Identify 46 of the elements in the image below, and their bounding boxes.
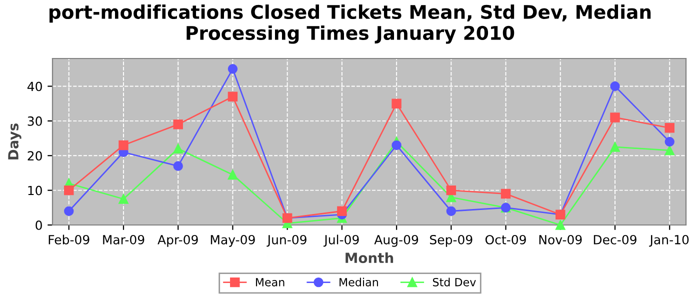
point (446, 206, 456, 216)
chart-title: port-modifications Closed Tickets Mean, Std Dev, Median Processing Times January 2010 (50, 4, 651, 44)
point (173, 120, 183, 130)
y-axis-title: Days (8, 124, 22, 160)
x-tick-label: Nov-09 (539, 234, 582, 244)
point (228, 64, 238, 74)
point (173, 144, 183, 154)
point (664, 146, 674, 156)
x-tick-label: May-09 (210, 234, 255, 247)
point (610, 81, 620, 92)
x-tick-label: Jun-09 (266, 234, 306, 247)
x-tick-label: Jan-10 (649, 234, 689, 247)
x-tick-label: Apr-09 (158, 234, 198, 247)
point (118, 140, 128, 150)
x-tick-label: Jul-09 (324, 234, 359, 247)
legend-label: Mean (256, 278, 284, 286)
point (173, 161, 183, 171)
y-tick-label: 10 (28, 186, 42, 196)
point (392, 140, 402, 150)
legend-label: Median (340, 278, 378, 286)
point (118, 194, 128, 204)
x-tick-label: Dec-09 (594, 234, 636, 244)
y-tick-label: 0 (36, 220, 42, 230)
point (664, 136, 674, 147)
point (64, 206, 74, 216)
x-tick-label: Oct-09 (485, 234, 526, 244)
point (64, 185, 74, 196)
x-tick-label: Aug-09 (374, 234, 418, 247)
y-tick-label: 30 (28, 116, 42, 126)
legend-label: Std Dev (432, 278, 476, 286)
point (337, 206, 347, 216)
point (664, 123, 674, 133)
point (610, 112, 620, 122)
y-tick-label: 20 (28, 151, 42, 161)
x-tick-label: Sep-09 (430, 234, 472, 247)
y-tick-label: 40 (27, 82, 42, 92)
x-tick-label: Mar-09 (103, 234, 144, 244)
point (392, 98, 402, 108)
point (446, 185, 456, 196)
point (228, 170, 238, 180)
point (556, 220, 566, 230)
point (500, 188, 511, 199)
x-axis-title: Month (346, 252, 394, 264)
point (228, 92, 238, 102)
x-tick-label: Feb-09 (48, 234, 90, 244)
point (610, 142, 620, 152)
